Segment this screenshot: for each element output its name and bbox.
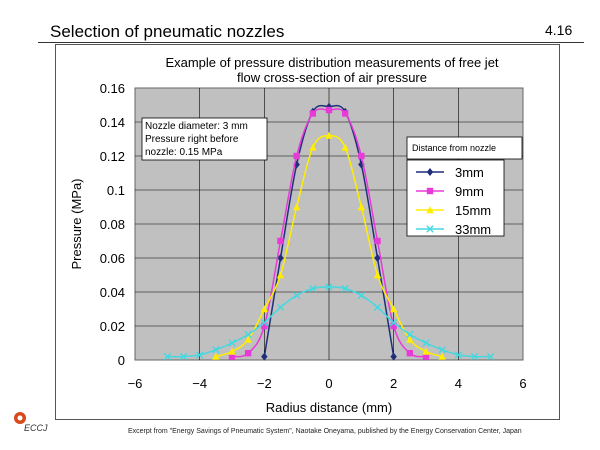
data-point-33mm — [325, 283, 333, 291]
y-tick-label: 0.08 — [100, 217, 125, 232]
data-point-9mm — [374, 237, 381, 245]
data-point-3mm — [374, 254, 381, 262]
y-tick-label: 0.06 — [100, 251, 125, 266]
annotation-line-3: nozzle: 0.15 MPa — [145, 147, 223, 158]
data-point-9mm — [325, 106, 333, 114]
y-tick-label: 0.1 — [107, 183, 125, 198]
data-point-15mm — [212, 352, 220, 360]
eccj-logo — [14, 412, 26, 424]
data-point-9mm — [406, 350, 414, 357]
data-point-33mm — [163, 352, 172, 361]
data-point-33mm — [292, 291, 301, 300]
data-point-33mm — [470, 352, 479, 361]
y-tick-label: 0.12 — [100, 149, 125, 164]
data-point-33mm — [422, 339, 430, 347]
data-point-15mm — [389, 305, 398, 313]
data-point-3mm — [261, 352, 268, 361]
y-axis-label: Pressure (MPa) — [69, 178, 84, 269]
legend-label-9mm: 9mm — [455, 184, 484, 199]
x-tick-label: 4 — [455, 376, 462, 391]
data-point-15mm — [228, 347, 236, 355]
chart-title-line-2: flow cross-section of air pressure — [237, 70, 427, 85]
logo-text: ECCJ — [24, 423, 48, 433]
chart-title-line-1: Example of pressure distribution measure… — [165, 55, 498, 70]
data-point-9mm — [341, 110, 349, 117]
slide-title: Selection of pneumatic nozzles — [50, 22, 285, 41]
x-tick-label: 2 — [390, 376, 397, 391]
data-point-33mm — [438, 346, 446, 354]
x-tick-label: −6 — [128, 376, 143, 391]
data-point-9mm — [309, 110, 317, 117]
data-point-9mm — [244, 350, 252, 357]
data-point-33mm — [486, 352, 495, 361]
x-tick-label: 0 — [325, 376, 332, 391]
data-point-33mm — [179, 352, 188, 361]
data-point-15mm — [244, 335, 252, 343]
data-point-9mm — [358, 152, 365, 160]
data-point-15mm — [309, 143, 317, 151]
series-group — [163, 102, 495, 361]
y-tick-label: 0.02 — [100, 319, 125, 334]
annotation-line-2: Pressure right before — [145, 134, 239, 145]
legend-label-15mm: 15mm — [455, 203, 491, 218]
data-point-33mm — [454, 351, 463, 359]
data-point-15mm — [406, 335, 414, 343]
source-footer: Excerpt from "Energy Savings of Pneumati… — [128, 428, 522, 435]
data-point-15mm — [276, 271, 285, 279]
data-point-9mm — [277, 237, 284, 245]
data-point-33mm — [276, 303, 285, 311]
data-point-9mm — [261, 322, 268, 330]
legend: Distance from nozzle 3mm 9mm 15mm 33mm — [406, 136, 523, 237]
title-rule — [38, 42, 584, 43]
data-point-15mm — [438, 352, 446, 360]
legend-label-33mm: 33mm — [455, 222, 491, 237]
data-point-15mm — [373, 271, 382, 279]
data-point-9mm — [228, 353, 236, 360]
data-point-33mm — [244, 330, 252, 339]
data-point-33mm — [357, 291, 366, 300]
data-point-33mm — [260, 318, 269, 327]
data-point-15mm — [357, 203, 366, 211]
data-point-33mm — [212, 346, 220, 354]
legend-marker-3mm — [426, 168, 434, 176]
data-point-33mm — [341, 284, 349, 293]
legend-marker-33mm — [426, 225, 434, 233]
y-tick-label: 0.14 — [100, 115, 125, 130]
data-point-15mm — [260, 305, 269, 313]
data-point-33mm — [406, 330, 414, 339]
x-axis-label: Radius distance (mm) — [266, 400, 392, 415]
annotation-box: Nozzle diameter: 3 mm Pressure right bef… — [141, 117, 268, 161]
x-tick-label: −2 — [257, 376, 272, 391]
data-point-9mm — [390, 322, 397, 330]
data-point-15mm — [292, 203, 301, 211]
axes: 0 0.02 0.04 0.06 0.08 0.1 0.12 0.14 0.16 −6 −4 −2 0 2… — [100, 81, 527, 391]
data-point-9mm — [293, 152, 300, 160]
data-point-15mm — [422, 347, 430, 355]
data-point-33mm — [389, 318, 398, 327]
data-point-33mm — [228, 339, 236, 347]
data-point-9mm — [422, 353, 430, 360]
x-tick-label: 6 — [519, 376, 526, 391]
slide-number: 4.16 — [545, 22, 573, 38]
data-point-3mm — [277, 254, 284, 262]
y-tick-label: 0.04 — [100, 285, 125, 300]
x-tick-label: −4 — [192, 376, 207, 391]
legend-marker-15mm — [426, 206, 434, 214]
legend-label-3mm: 3mm — [455, 165, 484, 180]
data-point-33mm — [309, 284, 317, 293]
data-point-33mm — [373, 303, 382, 311]
legend-marker-9mm — [426, 187, 434, 195]
legend-title: Distance from nozzle — [412, 143, 496, 153]
y-tick-label: 0 — [118, 353, 125, 368]
data-point-3mm — [390, 352, 397, 361]
data-point-15mm — [325, 131, 333, 139]
y-tick-label: 0.16 — [100, 81, 125, 96]
annotation-line-1: Nozzle diameter: 3 mm — [145, 121, 248, 132]
data-point-33mm — [195, 351, 204, 359]
data-point-15mm — [341, 143, 349, 151]
